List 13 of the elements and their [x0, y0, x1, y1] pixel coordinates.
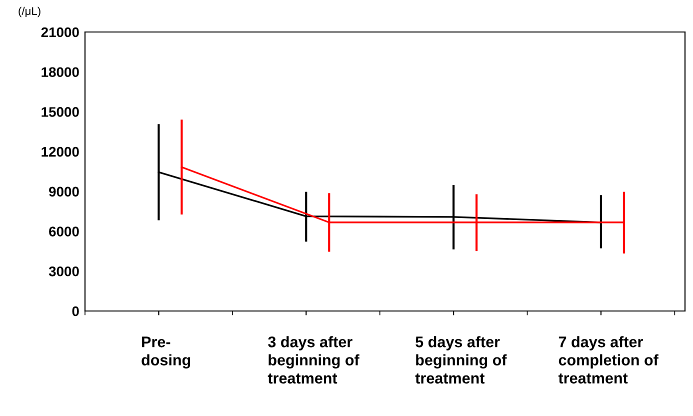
- x-tick-label: 5 days after beginning of treatment: [415, 336, 507, 384]
- y-tick-label: 15000: [42, 107, 79, 117]
- y-tick-label: 0: [72, 306, 79, 316]
- x-tick-label: Pre- dosing: [142, 336, 190, 369]
- y-tick-label: 12000: [42, 146, 79, 157]
- y-tick-label: 9000: [49, 186, 79, 197]
- y-tick-label: 3000: [48, 266, 79, 276]
- y-tick-label: 6000: [49, 226, 79, 236]
- x-tick-label: 3 days after beginning of treatment: [268, 336, 360, 384]
- x-tick-label: 7 days after completion of treatment: [558, 336, 658, 384]
- y-tick-label: 18000: [42, 67, 79, 78]
- y-axis-title: (/μL): [18, 6, 40, 18]
- y-tick-label: 21000: [41, 27, 79, 38]
